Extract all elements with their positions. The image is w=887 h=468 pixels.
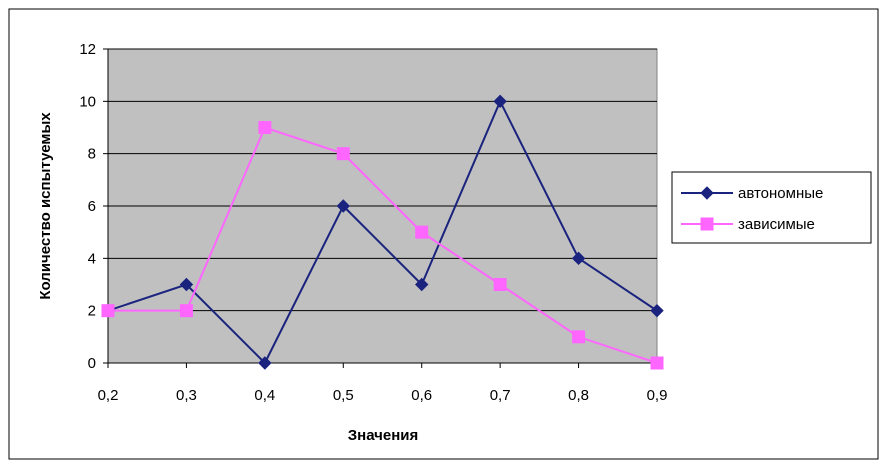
data-point: [571, 251, 586, 266]
x-tick-labels: 0,2 0,3 0,4 0,5 0,6 0,7 0,8 0,9: [98, 363, 668, 404]
series-line: [107, 98, 658, 365]
series-2: [101, 121, 664, 370]
y-tick-labels: 0 2 4 6 8 10 12: [79, 41, 108, 372]
x-tick-label: 0,5: [333, 387, 354, 404]
x-tick-label: 0,7: [490, 387, 511, 404]
data-point: [336, 199, 350, 213]
x-tick-label: 0,8: [568, 387, 589, 404]
y-tick-label: 8: [88, 146, 96, 163]
legend-box: [671, 171, 872, 244]
x-tick-label: 0,6: [411, 387, 432, 404]
legend-item: автономные: [681, 185, 823, 202]
series-1: [101, 94, 664, 370]
data-point: [258, 356, 272, 370]
data-point: [493, 278, 507, 291]
data-point: [336, 147, 350, 161]
legend-item: зависимые: [681, 216, 815, 233]
data-point: [179, 304, 193, 318]
series-group: [101, 94, 664, 370]
data-point: [415, 225, 429, 239]
data-point: [650, 303, 664, 318]
x-tick-label: 0,2: [98, 387, 119, 404]
x-axis-title: Значения: [348, 427, 419, 444]
data-point: [493, 94, 507, 109]
x-tick-label: 0,3: [176, 387, 197, 404]
data-point: [258, 121, 272, 134]
data-point: [415, 277, 429, 292]
x-tick-label: 0,4: [254, 387, 275, 404]
y-tick-label: 10: [79, 93, 96, 110]
y-tick-label: 0: [88, 355, 96, 372]
y-tick-label: 6: [88, 198, 96, 215]
legend: автономные зависимые: [671, 171, 872, 244]
data-point: [572, 330, 586, 344]
legend-label: зависимые: [738, 216, 815, 233]
y-axis-title: Количество испытуемых: [37, 112, 54, 300]
y-tick-label: 4: [88, 250, 96, 267]
y-tick-label: 12: [79, 41, 96, 58]
y-tick-label: 2: [88, 303, 96, 320]
data-point: [179, 277, 194, 292]
data-point: [650, 356, 664, 370]
legend-marker: [700, 217, 714, 231]
legend-label: автономные: [738, 185, 823, 202]
grid-lines: [108, 48, 657, 312]
data-point: [101, 304, 115, 318]
x-tick-label: 0,9: [647, 387, 668, 404]
series-line: [108, 126, 658, 364]
legend-marker: [700, 186, 714, 200]
